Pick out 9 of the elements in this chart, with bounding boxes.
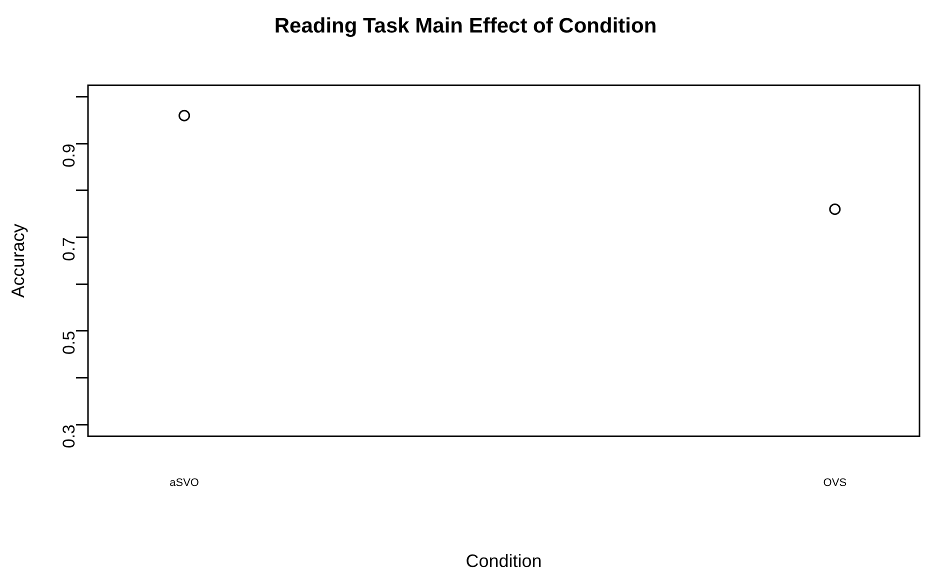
y-tick-label: 0.9 xyxy=(60,144,79,168)
x-tick-label: OVS xyxy=(823,476,847,489)
y-tick-label: 0.7 xyxy=(60,237,79,261)
chart-title: Reading Task Main Effect of Condition xyxy=(274,14,657,38)
y-tick-label: 0.3 xyxy=(60,424,79,448)
x-axis-title: Condition xyxy=(466,551,542,572)
y-axis-title: Accuracy xyxy=(8,224,28,298)
y-tick-label: 0.5 xyxy=(60,330,79,355)
x-tick-label: aSVO xyxy=(170,476,200,489)
